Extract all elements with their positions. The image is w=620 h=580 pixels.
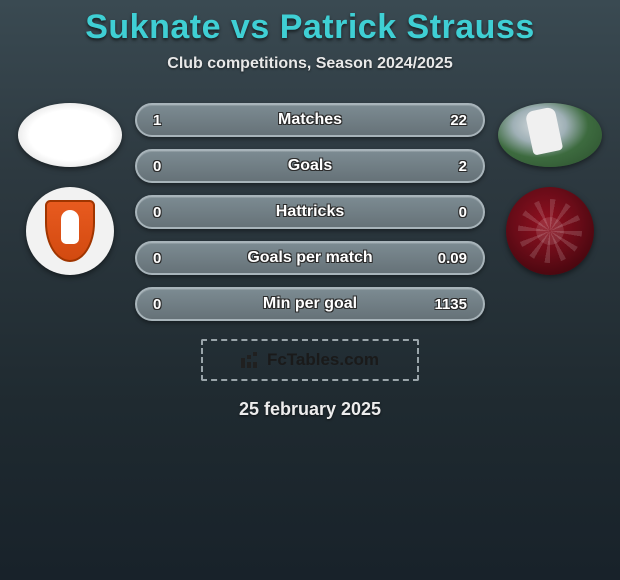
stat-left-value: 0 (153, 158, 193, 175)
page-title: Suknate vs Patrick Strauss (0, 8, 620, 47)
stat-right-value: 1135 (427, 296, 467, 313)
stat-left-value: 0 (153, 204, 193, 221)
date-label: 25 february 2025 (0, 399, 620, 420)
stat-row-goals: 0 Goals 2 (135, 149, 485, 183)
stats-list: 1 Matches 22 0 Goals 2 0 Hattricks 0 0 G… (135, 103, 485, 321)
stat-label: Goals per match (247, 249, 372, 267)
stat-right-value: 0.09 (427, 250, 467, 267)
stat-label: Goals (288, 157, 332, 175)
left-player-column (15, 103, 125, 275)
stat-row-min-per-goal: 0 Min per goal 1135 (135, 287, 485, 321)
stat-label: Matches (278, 111, 342, 129)
left-player-photo (18, 103, 122, 167)
stat-label: Min per goal (263, 295, 357, 313)
stat-row-hattricks: 0 Hattricks 0 (135, 195, 485, 229)
shield-icon (45, 200, 95, 262)
stat-left-value: 0 (153, 250, 193, 267)
watermark-badge: FcTables.com (201, 339, 419, 381)
stat-right-value: 22 (427, 112, 467, 129)
subtitle: Club competitions, Season 2024/2025 (0, 55, 620, 73)
watermark-text: FcTables.com (267, 350, 379, 370)
stat-label: Hattricks (276, 203, 344, 221)
left-club-logo (26, 187, 114, 275)
stat-row-matches: 1 Matches 22 (135, 103, 485, 137)
right-player-photo (498, 103, 602, 167)
stat-right-value: 0 (427, 204, 467, 221)
right-player-column (495, 103, 605, 275)
stat-left-value: 1 (153, 112, 193, 129)
bar-chart-icon (241, 352, 261, 368)
right-club-logo (506, 187, 594, 275)
stat-row-goals-per-match: 0 Goals per match 0.09 (135, 241, 485, 275)
comparison-columns: 1 Matches 22 0 Goals 2 0 Hattricks 0 0 G… (0, 103, 620, 321)
comparison-card: Suknate vs Patrick Strauss Club competit… (0, 0, 620, 580)
stat-left-value: 0 (153, 296, 193, 313)
stat-right-value: 2 (427, 158, 467, 175)
